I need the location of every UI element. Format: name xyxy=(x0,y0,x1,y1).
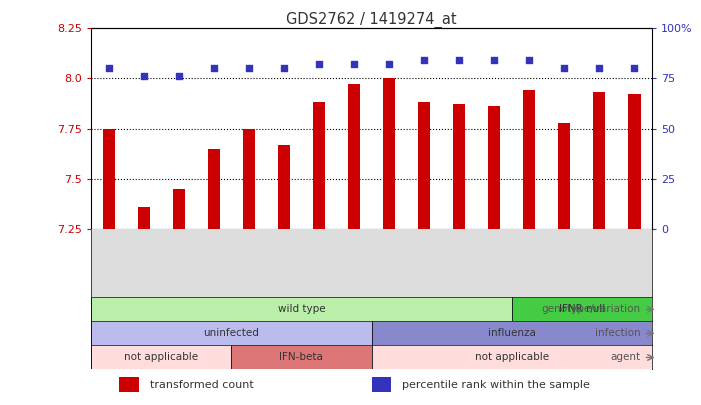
Bar xyxy=(243,128,255,229)
Bar xyxy=(313,102,325,229)
Bar xyxy=(91,322,372,345)
Text: agent: agent xyxy=(611,352,641,362)
Point xyxy=(454,57,465,64)
Point xyxy=(629,65,640,72)
Bar xyxy=(172,189,185,229)
Text: transformed count: transformed count xyxy=(150,379,254,390)
Text: infection: infection xyxy=(595,328,641,339)
Point xyxy=(559,65,570,72)
Text: uninfected: uninfected xyxy=(203,328,259,339)
Point xyxy=(348,61,360,68)
Point xyxy=(243,65,254,72)
Point xyxy=(208,65,219,72)
Point xyxy=(173,73,184,80)
Point xyxy=(138,73,149,80)
Point xyxy=(313,61,325,68)
Bar xyxy=(278,145,290,229)
Bar xyxy=(372,322,652,345)
Bar xyxy=(372,377,391,392)
Bar xyxy=(488,107,501,229)
Point xyxy=(418,57,430,64)
Text: IFN-beta: IFN-beta xyxy=(280,352,323,362)
Bar xyxy=(418,102,430,229)
Bar xyxy=(383,79,395,229)
Text: genotype/variation: genotype/variation xyxy=(542,305,641,314)
Bar xyxy=(102,128,115,229)
Point xyxy=(489,57,500,64)
Bar xyxy=(558,122,571,229)
Point xyxy=(383,61,395,68)
Bar xyxy=(91,345,231,369)
Bar xyxy=(119,377,139,392)
Text: not applicable: not applicable xyxy=(475,352,549,362)
Point xyxy=(594,65,605,72)
Bar xyxy=(91,297,512,322)
Text: percentile rank within the sample: percentile rank within the sample xyxy=(402,379,590,390)
Bar xyxy=(372,345,652,369)
Text: influenza: influenza xyxy=(488,328,536,339)
Point xyxy=(278,65,290,72)
Point xyxy=(524,57,535,64)
Bar xyxy=(593,92,606,229)
Bar xyxy=(348,84,360,229)
Text: IFNR null: IFNR null xyxy=(559,305,605,314)
Text: wild type: wild type xyxy=(278,305,325,314)
Bar xyxy=(628,94,641,229)
Point xyxy=(103,65,114,72)
Bar xyxy=(137,207,150,229)
Bar xyxy=(523,90,536,229)
Bar xyxy=(207,149,220,229)
Bar xyxy=(231,345,372,369)
Text: not applicable: not applicable xyxy=(124,352,198,362)
Bar xyxy=(512,297,652,322)
Title: GDS2762 / 1419274_at: GDS2762 / 1419274_at xyxy=(286,12,457,28)
Bar xyxy=(453,104,465,229)
